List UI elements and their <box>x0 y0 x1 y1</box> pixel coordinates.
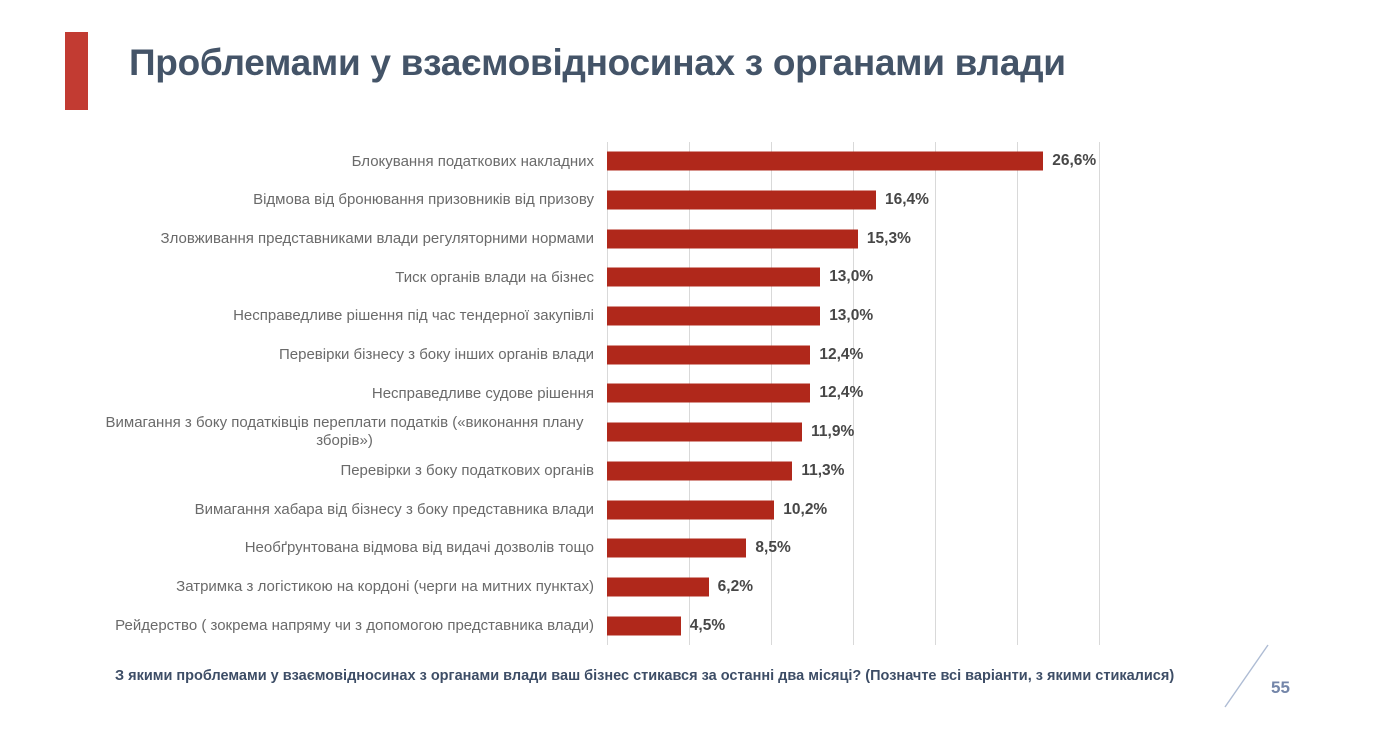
category-label: Тиск органів влади на бізнес <box>395 268 594 286</box>
value-label: 26,6% <box>1052 152 1097 170</box>
chart-row: Вимагання з боку податківців переплати п… <box>95 413 1335 452</box>
bar <box>607 151 1044 171</box>
chart-row: Вимагання хабара від бізнесу з боку пред… <box>95 490 1335 529</box>
category-label: Вимагання з боку податківців переплати п… <box>105 414 584 450</box>
value-label: 13,0% <box>829 307 874 325</box>
category-label: Необґрунтована відмова від видачі дозвол… <box>244 539 594 557</box>
value-label: 16,4% <box>884 191 929 209</box>
category-label: Несправедливе судове рішення <box>371 384 594 402</box>
chart-row: Несправедливе рішення під час тендерної … <box>95 297 1335 336</box>
bar-track: 26,6% <box>607 142 1099 181</box>
category-label: Перевірки з боку податкових органів <box>340 462 594 479</box>
value-label: 13,0% <box>829 268 874 286</box>
page-title: Проблемами у взаємовідносинах з органами… <box>129 42 1066 83</box>
gridline <box>1099 142 1100 645</box>
category-label: Відмова від бронювання призовників від п… <box>253 191 594 209</box>
bar <box>607 422 803 442</box>
gridline <box>853 142 854 645</box>
chart-row: Затримка з логістикою на кордоні (черги … <box>95 568 1335 607</box>
chart-row: Перевірки з боку податкових органів 11,3% <box>95 452 1335 491</box>
category-label: Затримка з логістикою на кордоні (черги … <box>176 578 594 596</box>
bar-track: 13,0% <box>607 297 1099 336</box>
bar <box>607 383 811 403</box>
bar <box>607 538 747 558</box>
value-label: 12,4% <box>819 345 864 363</box>
value-label: 15,3% <box>866 229 911 247</box>
bar <box>607 577 709 597</box>
bar-track: 15,3% <box>607 219 1099 258</box>
chart-row: Тиск органів влади на бізнес 13,0% <box>95 258 1335 297</box>
category-label: Несправедливе рішення під час тендерної … <box>233 307 594 325</box>
chart-rows: Блокування податкових накладних 26,6% Відм… <box>95 142 1335 645</box>
category-label: Перевірки бізнесу з боку інших органів в… <box>279 345 594 363</box>
bar-track: 4,5% <box>607 606 1099 645</box>
gridline <box>1017 142 1018 645</box>
bar-track: 16,4% <box>607 181 1099 220</box>
value-label: 4,5% <box>689 616 726 634</box>
page-number: 55 <box>1271 678 1290 697</box>
value-label: 11,3% <box>801 461 845 479</box>
chart-row: Відмова від бронювання призовників від п… <box>95 181 1335 220</box>
bar <box>607 190 876 210</box>
category-label: Вимагання хабара від бізнесу з боку пред… <box>194 500 594 518</box>
bar-track: 11,9% <box>607 413 1099 452</box>
bar <box>607 306 821 326</box>
bar <box>607 345 811 365</box>
bar-track: 12,4% <box>607 374 1099 413</box>
bar-track: 13,0% <box>607 258 1099 297</box>
value-label: 8,5% <box>755 539 791 557</box>
bar-track: 8,5% <box>607 529 1099 568</box>
chart-row: Зловживання представниками влади регулят… <box>95 219 1335 258</box>
value-label: 6,2% <box>717 577 754 595</box>
category-label: Рейдерство ( зокрема напряму чи з допомо… <box>115 616 594 634</box>
chart-row: Рейдерство ( зокрема напряму чи з допомо… <box>95 606 1335 645</box>
survey-question: З якими проблемами у взаємовідносинах з … <box>115 668 1175 684</box>
chart-row: Необґрунтована відмова від видачі дозвол… <box>95 529 1335 568</box>
chart-row: Перевірки бізнесу з боку інших органів в… <box>95 335 1335 374</box>
category-label: Блокування податкових накладних <box>351 152 594 170</box>
category-label: Зловживання представниками влади регулят… <box>160 229 594 247</box>
bar-track: 10,2% <box>607 490 1099 529</box>
chart-row: Несправедливе судове рішення 12,4% <box>95 374 1335 413</box>
page-number-slash-line <box>1224 644 1269 708</box>
gridline <box>935 142 936 645</box>
chart-row: Блокування податкових накладних 26,6% <box>95 142 1335 181</box>
bar <box>607 616 681 636</box>
value-label: 12,4% <box>819 384 864 402</box>
bar-track: 12,4% <box>607 335 1099 374</box>
bar <box>607 229 858 249</box>
bar-chart: Блокування податкових накладних 26,6% Відм… <box>95 142 1335 645</box>
bar <box>607 461 793 481</box>
bar-track: 11,3% <box>607 452 1099 491</box>
title-accent-bar <box>65 32 88 110</box>
value-label: 11,9% <box>811 423 855 441</box>
bar <box>607 267 821 287</box>
bar-track: 6,2% <box>607 568 1099 607</box>
bar <box>607 500 775 520</box>
value-label: 10,2% <box>783 500 828 518</box>
